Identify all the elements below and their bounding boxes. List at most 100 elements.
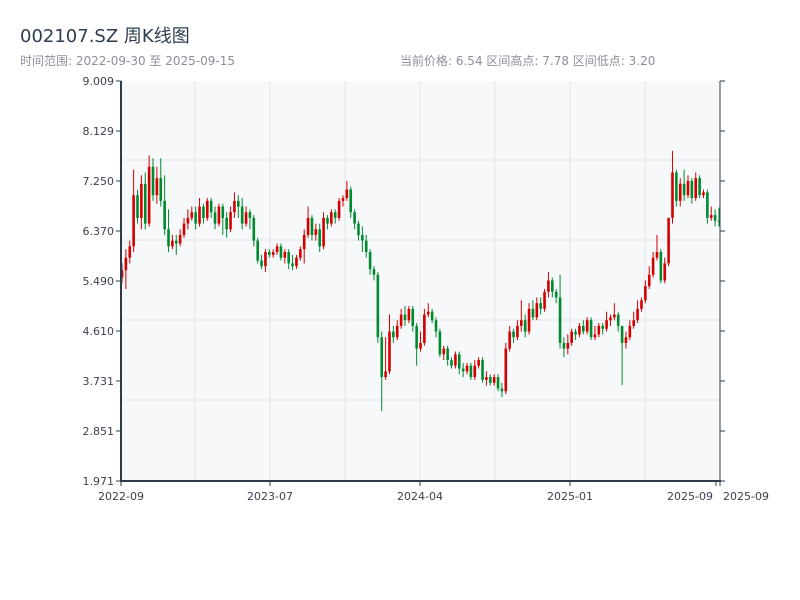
candle-body [531,308,535,318]
x-tick-label: 2025-01 [547,490,593,503]
candle-body [279,246,283,258]
candle-body [512,331,515,338]
candle-body [500,388,504,392]
candle-body [372,269,376,275]
candle-body [717,220,721,222]
candle-body [314,229,318,235]
candle-body [698,178,701,196]
candle-body [423,314,426,343]
candle-body [295,257,298,267]
candle-body [233,200,236,213]
x-tick-label: 2024-04 [397,490,443,503]
candle-body [205,200,209,218]
candle-body [318,229,322,247]
candle-body [616,314,620,326]
candle-body [264,252,267,267]
y-tick-label: 1.971 [83,475,115,488]
candle-body [523,320,527,332]
candle-body [469,365,473,378]
x-tick-label: 2025-09 [723,490,769,503]
candle-body [407,308,411,321]
candle-body [709,215,713,218]
candle-body [132,195,135,247]
candle-body [636,308,639,321]
candle-body [306,217,310,235]
candle-body [582,325,585,332]
candle-body [182,223,186,235]
candle-body [155,178,159,196]
candle-body [190,212,194,218]
candle-body [136,195,139,218]
candle-body [341,198,345,201]
candle-body [299,249,302,258]
candle-body [488,377,492,383]
candle-body [543,291,546,309]
candle-body [229,212,232,230]
candle-body [651,257,655,275]
candle-body [361,234,364,241]
y-tick-label: 7.250 [83,175,115,188]
candle-body [240,206,244,224]
candle-body [403,314,407,321]
candle-body [310,217,314,235]
candle-body [399,314,403,326]
candle-body [519,320,523,326]
candle-body [644,286,647,301]
candle-body [694,178,698,199]
candle-body [585,320,589,332]
candle-body [655,252,659,258]
candle-body [252,217,256,241]
candle-body [357,223,360,235]
candle-body [322,217,325,247]
price-stats-text: 当前价格: 6.54 区间高点: 7.78 区间低点: 3.20 [400,54,656,68]
candle-body [124,257,128,271]
candle-body [461,368,465,372]
candle-body [647,274,651,287]
candle-body [473,365,477,378]
candle-body [702,192,705,196]
candle-body [330,212,333,224]
candle-body [434,320,438,332]
candle-body [174,240,178,244]
candle-body [465,365,469,372]
candle-body [713,215,717,221]
candle-body [527,308,531,332]
candle-body [236,200,240,207]
candle-body [271,252,275,255]
candle-body [551,280,554,292]
candle-body [244,212,248,224]
candle-body [283,252,287,258]
candle-body [671,172,674,218]
candle-body [128,246,132,258]
candle-body [457,354,461,369]
candle-body [221,206,225,218]
x-tick-label: 2023-07 [247,490,293,503]
candle-body [675,172,678,201]
candle-body [597,325,601,335]
candle-body [217,206,221,224]
date-range-text: 时间范围: 2022-09-30 至 2025-09-15 [20,54,235,68]
candle-body [225,217,228,230]
candle-body [632,320,636,326]
candle-body [194,212,197,224]
y-tick-label: 4.610 [83,325,115,338]
candle-body [430,311,434,321]
candle-body [364,240,368,253]
x-tick-label: 2025-09 [667,490,713,503]
candle-body [659,252,663,281]
chart-title: 002107.SZ 周K线图 [20,26,190,47]
candle-body [275,246,279,253]
candle-body [333,212,337,218]
candle-body [411,308,415,326]
candle-body [609,317,612,321]
candle-body [477,359,480,366]
y-tick-label: 5.490 [83,275,115,288]
candle-body [426,311,430,315]
candle-body [682,183,686,196]
candle-body [574,331,577,335]
candle-body [209,200,213,213]
candle-body [539,303,542,309]
y-tick-label: 3.731 [83,375,115,388]
candle-body [147,166,151,224]
